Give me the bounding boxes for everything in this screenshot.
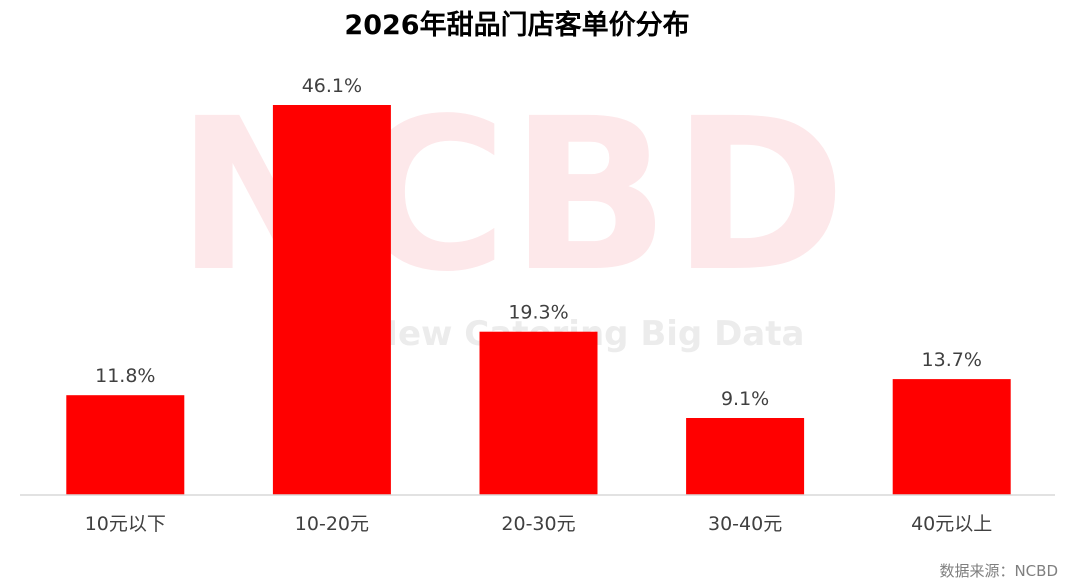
chart-title: 2026年甜品门店客单价分布 [344,9,689,41]
data-label-5: 13.7% [922,349,982,371]
x-tick-label-3: 20-30元 [501,513,575,535]
data-label-1: 11.8% [95,365,155,387]
bar-4 [686,418,805,495]
x-tick-label-2: 10-20元 [295,513,369,535]
x-tick-label-4: 30-40元 [708,513,782,535]
bars-group [66,105,1011,495]
source-note: 数据来源：NCBD [939,562,1058,580]
data-label-3: 19.3% [508,302,568,324]
data-label-2: 46.1% [302,75,362,97]
bar-2 [272,105,391,495]
x-tick-label-1: 10元以下 [85,513,166,535]
bar-3 [479,331,598,495]
value-labels-group: 11.8% 46.1% 19.3% 9.1% 13.7% [95,75,982,410]
bar-1 [66,395,185,495]
x-tick-label-5: 40元以上 [911,513,992,535]
bar-5 [892,379,1011,495]
category-labels-group: 10元以下 10-20元 20-30元 30-40元 40元以上 [85,513,993,535]
data-label-4: 9.1% [721,388,769,410]
